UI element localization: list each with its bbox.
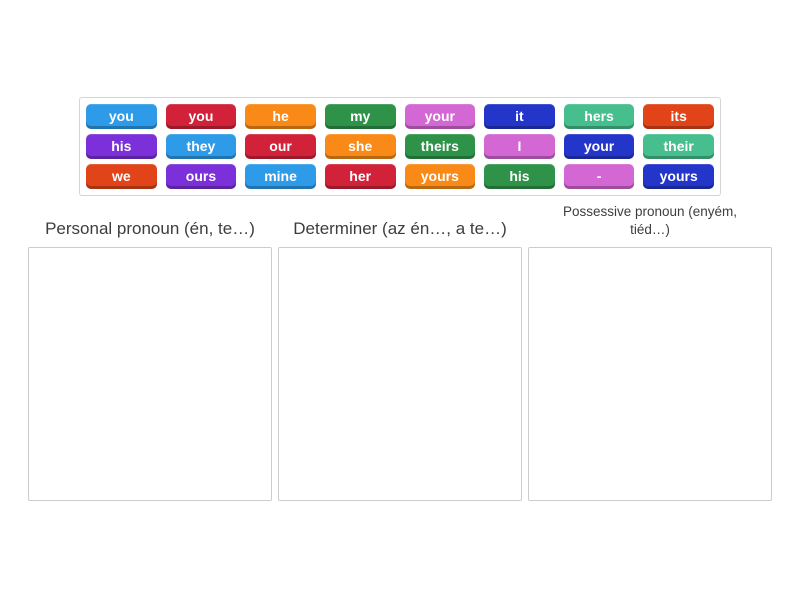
word-tile[interactable]: it <box>484 104 555 129</box>
word-tile-tray: you you he my your it hers its his they our she thei… <box>79 97 721 196</box>
group-determiner: Determiner (az én…, a te…) <box>278 196 522 501</box>
group-title-area: Personal pronoun (én, te…) <box>28 196 272 247</box>
group-title-area: Possessive pronoun (enyém, tiéd…) <box>528 196 772 247</box>
group-title-possessive-pronoun: Possessive pronoun (enyém, tiéd…) <box>562 203 738 237</box>
word-tile[interactable]: his <box>86 134 157 159</box>
group-title-area: Determiner (az én…, a te…) <box>278 196 522 247</box>
word-tile[interactable]: your <box>563 134 635 159</box>
word-tile[interactable]: ours <box>165 164 237 189</box>
word-tile[interactable]: you <box>86 104 157 129</box>
word-tile[interactable]: I <box>484 134 555 159</box>
word-tile[interactable]: they <box>165 134 237 159</box>
word-tile[interactable]: we <box>86 164 157 189</box>
group-title-determiner: Determiner (az én…, a te…) <box>293 218 507 238</box>
word-tile[interactable]: - <box>563 164 635 189</box>
word-tile[interactable]: yours <box>643 164 714 189</box>
drop-zone-determiner[interactable] <box>278 247 522 501</box>
word-tile[interactable]: he <box>245 104 316 129</box>
category-groups: Personal pronoun (én, te…) Determiner (a… <box>28 196 772 501</box>
drop-zone-possessive-pronoun[interactable] <box>528 247 772 501</box>
word-tile[interactable]: hers <box>563 104 635 129</box>
word-tile[interactable]: his <box>484 164 555 189</box>
drop-zone-personal-pronoun[interactable] <box>28 247 272 501</box>
word-tile[interactable]: my <box>324 104 396 129</box>
word-tile[interactable]: their <box>643 134 714 159</box>
group-title-personal-pronoun: Personal pronoun (én, te…) <box>45 218 255 238</box>
group-personal-pronoun: Personal pronoun (én, te…) <box>28 196 272 501</box>
word-tile[interactable]: our <box>245 134 316 159</box>
word-tile[interactable]: theirs <box>404 134 476 159</box>
word-tile[interactable]: yours <box>404 164 476 189</box>
word-tile[interactable]: her <box>324 164 396 189</box>
word-tile[interactable]: mine <box>245 164 316 189</box>
word-tile[interactable]: its <box>643 104 714 129</box>
word-tile[interactable]: your <box>404 104 476 129</box>
word-tile[interactable]: you <box>165 104 237 129</box>
word-tile[interactable]: she <box>324 134 396 159</box>
group-possessive-pronoun: Possessive pronoun (enyém, tiéd…) <box>528 196 772 501</box>
